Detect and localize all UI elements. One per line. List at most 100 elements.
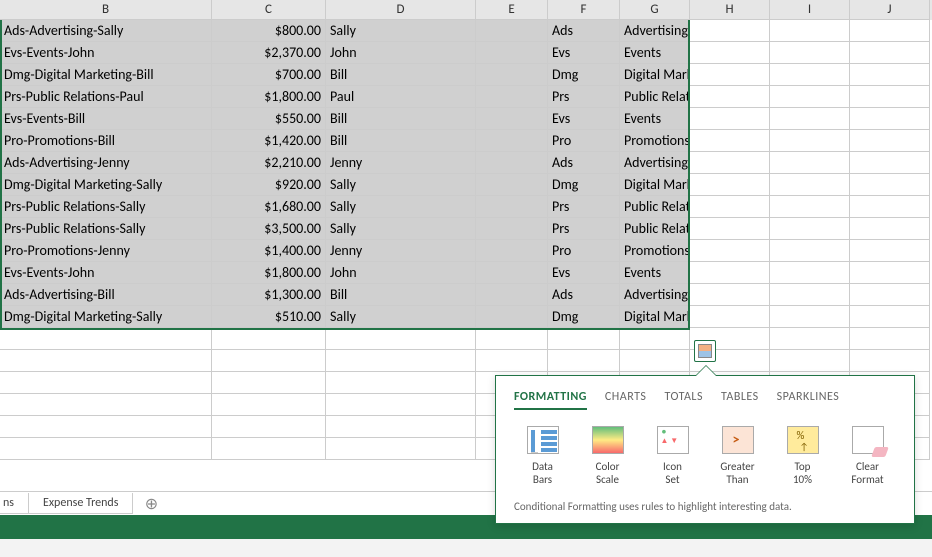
- cell[interactable]: [476, 262, 548, 284]
- quick-analysis-button[interactable]: [694, 340, 716, 362]
- cell[interactable]: Prs: [548, 218, 620, 240]
- cell[interactable]: [476, 174, 548, 196]
- cell[interactable]: [690, 240, 770, 262]
- cell[interactable]: [690, 152, 770, 174]
- cell[interactable]: $1,800.00: [212, 86, 326, 108]
- cell[interactable]: [690, 130, 770, 152]
- cell[interactable]: Pro-Promotions-Jenny: [0, 240, 212, 262]
- cell[interactable]: [620, 350, 690, 372]
- cell[interactable]: Public Relations: [620, 218, 690, 240]
- cell[interactable]: Public Relations: [620, 86, 690, 108]
- cell[interactable]: $1,300.00: [212, 284, 326, 306]
- cell[interactable]: [850, 262, 930, 284]
- cell[interactable]: $1,420.00: [212, 130, 326, 152]
- cell[interactable]: [476, 218, 548, 240]
- cell[interactable]: [620, 328, 690, 350]
- cell[interactable]: Sally: [326, 306, 476, 328]
- option-top[interactable]: Top10%: [776, 426, 829, 486]
- cell[interactable]: [690, 218, 770, 240]
- cell[interactable]: Advertising: [620, 152, 690, 174]
- cell[interactable]: [770, 152, 850, 174]
- cell[interactable]: $2,210.00: [212, 152, 326, 174]
- cell[interactable]: [690, 284, 770, 306]
- cell[interactable]: Promotions: [620, 240, 690, 262]
- cell[interactable]: $3,500.00: [212, 218, 326, 240]
- cell[interactable]: [770, 174, 850, 196]
- cell[interactable]: [770, 350, 850, 372]
- cell[interactable]: Bill: [326, 108, 476, 130]
- column-header-J[interactable]: J: [850, 0, 930, 20]
- cell[interactable]: Advertising: [620, 20, 690, 42]
- cell[interactable]: [326, 350, 476, 372]
- option-colorscale[interactable]: ColorScale: [581, 426, 634, 486]
- cell[interactable]: [770, 42, 850, 64]
- cell[interactable]: Ads: [548, 20, 620, 42]
- cell[interactable]: Events: [620, 262, 690, 284]
- cell[interactable]: [850, 196, 930, 218]
- column-header-B[interactable]: B: [0, 0, 212, 20]
- cell[interactable]: $800.00: [212, 20, 326, 42]
- cell[interactable]: [476, 240, 548, 262]
- cell[interactable]: Prs-Public Relations-Sally: [0, 196, 212, 218]
- new-sheet-button[interactable]: ⊕: [139, 494, 163, 514]
- sheet-tab-expense-trends[interactable]: Expense Trends: [28, 493, 133, 514]
- cell[interactable]: [770, 108, 850, 130]
- cell[interactable]: Sally: [326, 20, 476, 42]
- cell[interactable]: [212, 394, 326, 416]
- cell[interactable]: Ads: [548, 152, 620, 174]
- cell[interactable]: [476, 86, 548, 108]
- cell[interactable]: Dmg-Digital Marketing-Sally: [0, 306, 212, 328]
- sheet-tab-partial[interactable]: ns: [0, 493, 29, 514]
- column-header-I[interactable]: I: [770, 0, 850, 20]
- cell[interactable]: Pro: [548, 130, 620, 152]
- cell[interactable]: [0, 438, 212, 460]
- cell[interactable]: [0, 372, 212, 394]
- cell[interactable]: [770, 218, 850, 240]
- cell[interactable]: [850, 20, 930, 42]
- cell[interactable]: [476, 108, 548, 130]
- cell[interactable]: [770, 130, 850, 152]
- tab-totals[interactable]: TOTALS: [664, 390, 703, 410]
- cell[interactable]: [690, 306, 770, 328]
- cell[interactable]: Promotions: [620, 130, 690, 152]
- cell[interactable]: Sally: [326, 196, 476, 218]
- cell[interactable]: Dmg-Digital Marketing-Sally: [0, 174, 212, 196]
- cell[interactable]: [850, 240, 930, 262]
- cell[interactable]: [0, 350, 212, 372]
- option-clear[interactable]: ClearFormat: [841, 426, 894, 486]
- cell[interactable]: Bill: [326, 64, 476, 86]
- cell[interactable]: Dmg: [548, 306, 620, 328]
- cell[interactable]: Pro: [548, 240, 620, 262]
- cell[interactable]: [326, 328, 476, 350]
- tab-tables[interactable]: TABLES: [721, 390, 759, 410]
- cell[interactable]: $1,680.00: [212, 196, 326, 218]
- cell[interactable]: Prs: [548, 196, 620, 218]
- cell[interactable]: [212, 328, 326, 350]
- cell[interactable]: [0, 394, 212, 416]
- tab-formatting[interactable]: FORMATTING: [514, 390, 587, 410]
- cell[interactable]: Events: [620, 108, 690, 130]
- cell[interactable]: [850, 130, 930, 152]
- cell[interactable]: Evs: [548, 262, 620, 284]
- cell[interactable]: Paul: [326, 86, 476, 108]
- cell[interactable]: John: [326, 42, 476, 64]
- cell[interactable]: [476, 306, 548, 328]
- cell[interactable]: [476, 130, 548, 152]
- option-databars[interactable]: DataBars: [516, 426, 569, 486]
- cell[interactable]: [0, 328, 212, 350]
- cell[interactable]: Sally: [326, 218, 476, 240]
- cell[interactable]: [548, 350, 620, 372]
- cell[interactable]: [850, 86, 930, 108]
- cell[interactable]: Events: [620, 42, 690, 64]
- cell[interactable]: [770, 262, 850, 284]
- cell[interactable]: $1,400.00: [212, 240, 326, 262]
- cell[interactable]: [690, 108, 770, 130]
- cell[interactable]: [476, 284, 548, 306]
- cell[interactable]: Ads: [548, 284, 620, 306]
- cell[interactable]: [850, 350, 930, 372]
- cell[interactable]: [326, 416, 476, 438]
- cell[interactable]: Digital Marketing: [620, 64, 690, 86]
- cell[interactable]: [476, 196, 548, 218]
- cell[interactable]: Ads-Advertising-Jenny: [0, 152, 212, 174]
- cell[interactable]: John: [326, 262, 476, 284]
